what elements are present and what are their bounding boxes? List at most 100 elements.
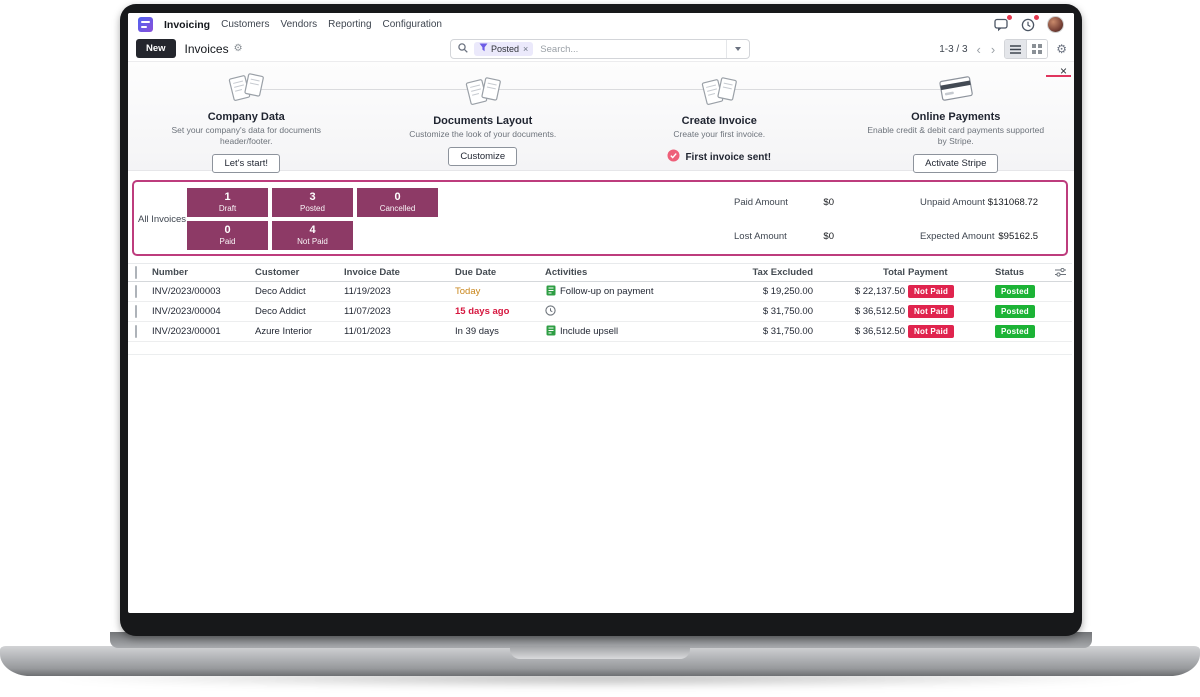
column-options-icon[interactable] [1048, 268, 1072, 277]
stat-box-not-paid[interactable]: 4 Not Paid [272, 221, 353, 250]
table-row[interactable]: INV/2023/00003 Deco Addict 11/19/2023 To… [128, 282, 1072, 302]
onboarding-step-online-payments: Online Payments Enable credit & debit ca… [838, 62, 1075, 174]
action-gear-icon[interactable]: ⚙ [233, 43, 243, 54]
header-payment[interactable]: Payment [908, 267, 948, 278]
search-dropdown-toggle[interactable] [726, 40, 749, 58]
header-status[interactable]: Status [995, 267, 1025, 278]
cell-total: $ 22,137.50 [854, 286, 905, 297]
cell-customer: Deco Addict [255, 306, 306, 317]
activity-note-icon[interactable] [545, 285, 556, 299]
header-number[interactable]: Number [152, 267, 188, 278]
step-title: Company Data [207, 111, 285, 123]
customize-button[interactable]: Customize [448, 147, 518, 167]
paid-amount: Paid Amount $0 [734, 197, 834, 208]
stat-label: Draft [218, 204, 237, 213]
onboarding-step-company-data: Company Data Set your company's data for… [128, 62, 365, 174]
pager: 1-3 / 3 [939, 43, 968, 55]
nav-item-customers[interactable]: Customers [221, 19, 270, 30]
first-invoice-sent-icon [667, 149, 680, 165]
row-checkbox[interactable] [135, 325, 137, 338]
row-checkbox[interactable] [135, 305, 137, 318]
header-customer[interactable]: Customer [255, 267, 300, 278]
cell-tax-excluded: $ 31,750.00 [762, 326, 813, 337]
header-tax-excluded[interactable]: Tax Excluded [752, 267, 813, 278]
stat-label: Not Paid [297, 237, 328, 246]
header-activities[interactable]: Activities [545, 267, 588, 278]
cell-invoice-date: 11/01/2023 [344, 326, 391, 337]
cell-number: INV/2023/00004 [152, 306, 221, 317]
search-facet-posted[interactable]: Posted × [474, 42, 534, 56]
activity-clock-icon[interactable] [545, 304, 556, 319]
table-row[interactable]: INV/2023/00004 Deco Addict 11/07/2023 15… [128, 302, 1072, 322]
messages-icon[interactable] [993, 14, 1013, 32]
amount-label: Unpaid Amount [920, 197, 985, 208]
cell-tax-excluded: $ 19,250.00 [762, 286, 813, 297]
step-description: Customize the look of your documents. [409, 129, 557, 139]
user-avatar[interactable] [1047, 16, 1064, 33]
laptop-notch [510, 646, 690, 659]
lets-start-button[interactable]: Let's start! [212, 154, 281, 174]
invoices-dashboard: All Invoices 1 Draft 3 Posted 0 Cancelle… [132, 180, 1068, 256]
chevron-down-icon [735, 47, 741, 51]
invoicing-app-icon[interactable] [138, 17, 153, 32]
cell-total: $ 36,512.50 [854, 326, 905, 337]
stat-box-draft[interactable]: 1 Draft [187, 188, 268, 217]
amount-value: $95162.5 [998, 231, 1038, 242]
onboarding-step-documents-layout: Documents Layout Customize the look of y… [365, 62, 602, 170]
control-panel-right: 1-3 / 3 ‹ › ⚙ [939, 36, 1067, 62]
facet-remove-icon[interactable]: × [523, 44, 529, 54]
nav-item-vendors[interactable]: Vendors [280, 19, 318, 30]
credit-card-icon [935, 68, 977, 108]
pager-prev-icon[interactable]: ‹ [976, 41, 981, 57]
top-navbar: Invoicing Customers Vendors Reporting Co… [128, 13, 1074, 36]
pager-next-icon[interactable]: › [990, 41, 996, 57]
stat-label: Paid [219, 237, 236, 246]
amount-label: Expected Amount [920, 231, 995, 242]
kanban-view-button[interactable] [1026, 40, 1048, 58]
cell-number: INV/2023/00003 [152, 286, 221, 297]
activity-note-icon[interactable] [545, 325, 556, 339]
cell-invoice-date: 11/07/2023 [344, 306, 391, 317]
close-icon[interactable]: × [1059, 64, 1067, 78]
stat-count: 1 [224, 191, 231, 203]
activities-icon[interactable] [1020, 14, 1040, 32]
payment-badge: Not Paid [908, 325, 955, 338]
onboarding-progress-line [1046, 75, 1071, 77]
cell-due-date: In 39 days [455, 326, 499, 337]
nav-item-configuration[interactable]: Configuration [382, 19, 442, 30]
stat-box-cancelled[interactable]: 0 Cancelled [357, 188, 438, 217]
first-invoice-sent-status: First invoice sent! [667, 149, 771, 165]
stat-box-posted[interactable]: 3 Posted [272, 188, 353, 217]
expected-amount: Expected Amount $95162.5 [920, 231, 1038, 242]
activate-stripe-button[interactable]: Activate Stripe [913, 154, 999, 174]
new-button[interactable]: New [136, 39, 176, 58]
row-checkbox[interactable] [135, 285, 137, 298]
dashboard-label: All Invoices [138, 214, 187, 225]
step-title: Create Invoice [681, 115, 757, 127]
header-total[interactable]: Total [883, 267, 905, 278]
list-view-button[interactable] [1005, 40, 1027, 58]
cell-due-date: Today [455, 286, 481, 297]
stat-count: 0 [394, 191, 401, 203]
header-due-date[interactable]: Due Date [455, 267, 497, 278]
search-input[interactable]: Posted × Search... [450, 39, 750, 59]
table-header: Number Customer Invoice Date Due Date Ac… [128, 263, 1072, 282]
status-badge: Posted [995, 305, 1035, 318]
breadcrumb[interactable]: Invoices [184, 41, 229, 56]
navbar-systray [993, 14, 1064, 33]
control-panel: New Invoices ⚙ Posted × Search... [128, 36, 1074, 62]
amount-label: Paid Amount [734, 197, 788, 208]
status-badge: Posted [995, 325, 1035, 338]
messages-badge [1006, 14, 1013, 21]
nav-item-reporting[interactable]: Reporting [328, 19, 372, 30]
app-screen: Invoicing Customers Vendors Reporting Co… [128, 13, 1074, 613]
laptop-hinge [110, 632, 1092, 648]
step-status-text: First invoice sent! [685, 151, 772, 163]
select-all-checkbox[interactable] [135, 266, 137, 279]
document-stack-icon [226, 68, 266, 108]
settings-gear-icon[interactable]: ⚙ [1056, 42, 1067, 56]
app-name[interactable]: Invoicing [164, 18, 211, 31]
stat-box-paid[interactable]: 0 Paid [187, 221, 268, 250]
header-invoice-date[interactable]: Invoice Date [344, 267, 400, 278]
table-row[interactable]: INV/2023/00001 Azure Interior 11/01/2023… [128, 322, 1072, 342]
